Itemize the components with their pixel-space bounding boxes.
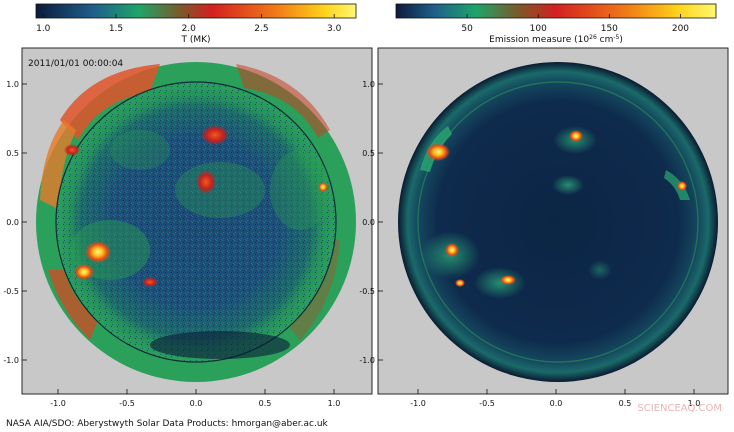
y-tick-label: 0.0 [6, 218, 19, 227]
x-tick-label: -0.5 [119, 399, 135, 408]
y-tick-label: -1.0 [3, 356, 19, 365]
y-tick-label: 0.0 [362, 218, 375, 227]
colorbar-temperature-tick-label: 1.5 [109, 24, 123, 34]
x-tick-label: 1.0 [688, 399, 701, 408]
colorbar-temperature-ticks: 1.0 1.5 2.0 2.5 3.0 [36, 14, 342, 34]
x-tick-label: -1.0 [410, 399, 426, 408]
x-tick-label: 0.0 [190, 399, 203, 408]
y-tick-label: -1.0 [359, 356, 375, 365]
emission-measure-x-axis: -1.0 -0.5 0.0 0.5 1.0 [410, 389, 700, 408]
temperature-map-panel: 2011/01/01 00:00:04 -1.0 -0.5 0.0 0.5 1.0 1.… [3, 47, 373, 408]
emission-measure-y-axis: 1.0 0.5 0.0 -0.5 -1.0 [359, 80, 383, 365]
colorbar-temperature: 1.0 1.5 2.0 2.5 3.0 T (MK) [35, 3, 357, 45]
y-tick-label: 0.5 [362, 149, 375, 158]
colorbar-emission-measure: 50 100 150 200 Emission measure (1026 cm-5) [395, 3, 717, 45]
x-tick-label: 1.0 [328, 399, 341, 408]
colorbar-temperature-tick-label: 2.5 [254, 24, 268, 34]
colorbar-emission-measure-tick-label: 200 [672, 24, 689, 34]
temperature-y-axis: 1.0 0.5 0.0 -0.5 -1.0 [3, 80, 27, 365]
emission-measure-solar-disk [398, 62, 718, 382]
y-tick-label: -0.5 [359, 287, 375, 296]
y-tick-label: 1.0 [6, 80, 19, 89]
x-tick-label: 0.0 [550, 399, 563, 408]
colorbar-temperature-tick-label: 1.0 [36, 24, 51, 34]
x-tick-label: 0.5 [259, 399, 272, 408]
y-tick-label: -0.5 [3, 287, 19, 296]
timestamp-label: 2011/01/01 00:00:04 [28, 59, 123, 69]
colorbar-emission-measure-tick-label: 150 [601, 24, 618, 34]
colorbar-emission-measure-ticks: 50 100 150 200 [461, 14, 689, 34]
colorbar-emission-measure-label: Emission measure (1026 cm-5) [489, 34, 623, 45]
temperature-x-axis: -1.0 -0.5 0.0 0.5 1.0 [50, 389, 340, 408]
x-tick-label: -0.5 [479, 399, 495, 408]
x-tick-label: 0.5 [619, 399, 632, 408]
colorbar-temperature-label: T (MK) [180, 35, 210, 45]
watermark: SCIENCEAQ.COM [637, 403, 722, 414]
colorbar-emission-measure-tick-label: 100 [530, 24, 547, 34]
y-tick-label: 1.0 [362, 80, 375, 89]
emission-measure-map-panel: -1.0 -0.5 0.0 0.5 1.0 1.0 0.5 0.0 -0.5 -1.0 SCIE… [359, 47, 729, 414]
colorbar-temperature-tick-label: 2.0 [182, 24, 197, 34]
colorbar-emission-measure-tick-label: 50 [461, 24, 473, 34]
credit-line: NASA AIA/SDO: Aberystwyth Solar Data Pro… [6, 419, 329, 429]
y-tick-label: 0.5 [6, 149, 19, 158]
temperature-solar-disk [36, 62, 356, 382]
x-tick-label: -1.0 [50, 399, 66, 408]
colorbar-temperature-tick-label: 3.0 [327, 24, 342, 34]
